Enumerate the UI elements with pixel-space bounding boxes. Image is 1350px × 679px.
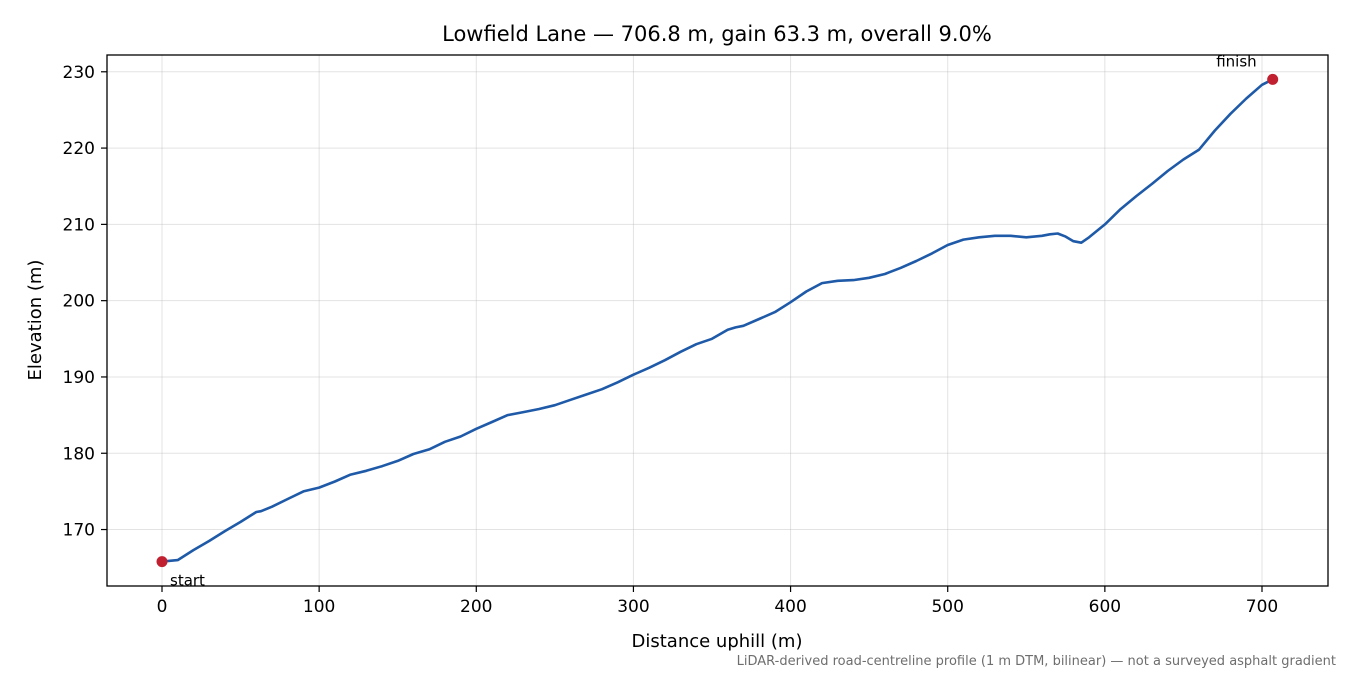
chart-title: Lowfield Lane — 706.8 m, gain 63.3 m, ov… [442,22,992,46]
x-axis-ticks: 0 100 200 300 400 500 600 700 [157,586,1278,617]
elevation-line [160,78,1274,563]
marker-layer: start finish [156,52,1279,590]
series-layer [160,78,1274,563]
finish-marker [1267,73,1279,85]
y-tick-label: 220 [63,139,95,159]
x-tick-label: 0 [157,597,168,617]
grid [107,55,1328,586]
finish-label: finish [1216,52,1256,70]
y-tick-label: 190 [63,368,95,388]
footnote: LiDAR-derived road-centreline profile (1… [737,654,1336,669]
x-tick-label: 600 [1089,597,1121,617]
x-tick-label: 100 [303,597,335,617]
plot-frame [106,54,1329,587]
x-tick-label: 700 [1246,597,1278,617]
x-tick-label: 300 [617,597,649,617]
start-label: start [170,572,205,590]
start-marker [156,556,168,568]
y-tick-label: 170 [63,521,95,541]
x-tick-label: 400 [774,597,806,617]
y-axis-title: Elevation (m) [25,260,46,381]
y-tick-label: 200 [63,292,95,312]
x-tick-label: 200 [460,597,492,617]
y-tick-label: 180 [63,444,95,464]
x-tick-label: 500 [931,597,963,617]
y-tick-label: 230 [63,63,95,83]
y-axis-ticks: 170 180 190 200 210 220 230 [63,63,107,541]
x-axis-title: Distance uphill (m) [632,631,803,652]
y-tick-label: 210 [63,215,95,235]
